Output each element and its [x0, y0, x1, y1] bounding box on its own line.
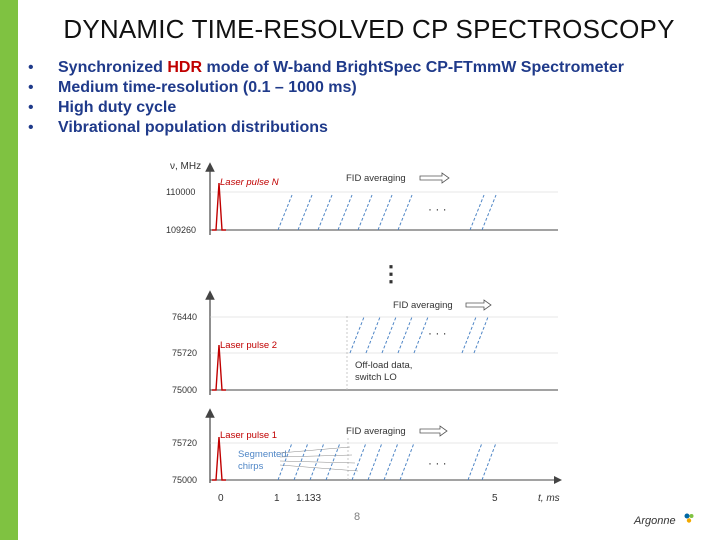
- bottom-laser-pulse-label: Laser pulse 1: [220, 430, 277, 441]
- left-accent-bar: [0, 0, 18, 540]
- bullet-3-text: High duty cycle: [58, 99, 177, 116]
- logo-wordmark: Argonne: [634, 515, 676, 527]
- bullet-1-text-pre: Synchronized: [58, 59, 168, 76]
- x-tick-0: 0: [218, 493, 224, 504]
- bullet-marker: •: [28, 99, 34, 116]
- bullet-item-1: • Synchronized HDR mode of W-band BrightS…: [28, 58, 624, 78]
- middle-offload-label-2: switch LO: [355, 372, 397, 383]
- top-laser-pulse: [212, 182, 226, 231]
- cp-spectroscopy-diagram: ν, MHz 110000 109260 Laser pulse N FID a…: [166, 161, 562, 504]
- middle-ellipsis: · · ·: [428, 326, 447, 340]
- bullet-1-text-post: mode of W-band BrightSpec CP-FTmmW Spect…: [202, 59, 624, 76]
- middle-laser-pulse: [212, 344, 226, 391]
- top-ellipsis: · · ·: [428, 202, 447, 216]
- top-chirps: [277, 194, 497, 231]
- bottom-segmented-label-1: Segmented: [238, 449, 287, 460]
- top-tick-110000: 110000: [166, 187, 195, 197]
- x-axis-label: t, ms: [538, 493, 560, 504]
- middle-chirps: [349, 316, 489, 354]
- y-axis-label: ν, MHz: [170, 161, 201, 172]
- top-laser-pulse-label: Laser pulse N: [220, 177, 279, 188]
- slide-title: DYNAMIC TIME-RESOLVED CP SPECTROSCOPY: [63, 14, 675, 44]
- bottom-segment-fan: [279, 446, 359, 472]
- bullet-2-text: Medium time-resolution (0.1 – 1000 ms): [58, 79, 357, 96]
- bullet-1-highlight: HDR: [167, 59, 203, 76]
- page-number: 8: [354, 511, 361, 523]
- bullet-item-2: • Medium time-resolution (0.1 – 1000 ms): [28, 78, 624, 98]
- bullet-item-3: • High duty cycle: [28, 98, 624, 118]
- bottom-chirps: [277, 442, 497, 481]
- middle-tick-75720: 75720: [172, 348, 197, 358]
- middle-tick-76440: 76440: [172, 312, 197, 322]
- bottom-laser-pulse: [212, 436, 226, 481]
- middle-fid-arrow: [465, 299, 492, 311]
- middle-tick-75000: 75000: [172, 385, 197, 395]
- bullet-list: • Synchronized HDR mode of W-band BrightS…: [28, 58, 624, 138]
- top-fid-arrow: [419, 172, 450, 184]
- bullet-marker: •: [28, 79, 34, 96]
- middle-offload-label-1: Off-load data,: [355, 360, 412, 371]
- top-fid-label: FID averaging: [346, 173, 406, 184]
- bottom-tick-75720: 75720: [172, 438, 197, 448]
- x-tick-1: 1: [274, 493, 280, 504]
- top-tick-109260: 109260: [166, 225, 196, 235]
- middle-laser-pulse-label: Laser pulse 2: [220, 340, 277, 351]
- bullet-marker: •: [28, 119, 34, 136]
- bottom-tick-75000: 75000: [172, 475, 197, 485]
- logo-mark-icon: [684, 513, 694, 523]
- bullet-item-4: • Vibrational population distributions: [28, 118, 624, 138]
- bottom-ellipsis: · · ·: [428, 456, 447, 470]
- argonne-logo: Argonne: [634, 511, 694, 531]
- bottom-fid-arrow: [419, 425, 448, 437]
- bullet-marker: •: [28, 59, 34, 76]
- middle-fid-label: FID averaging: [393, 300, 453, 311]
- bullet-4-text: Vibrational population distributions: [58, 119, 328, 136]
- x-tick-1-133: 1.133: [296, 493, 321, 504]
- bottom-segmented-label-2: chirps: [238, 461, 264, 472]
- vertical-ellipsis: ⋮: [380, 261, 402, 286]
- x-tick-5: 5: [492, 493, 498, 504]
- bottom-fid-label: FID averaging: [346, 426, 406, 437]
